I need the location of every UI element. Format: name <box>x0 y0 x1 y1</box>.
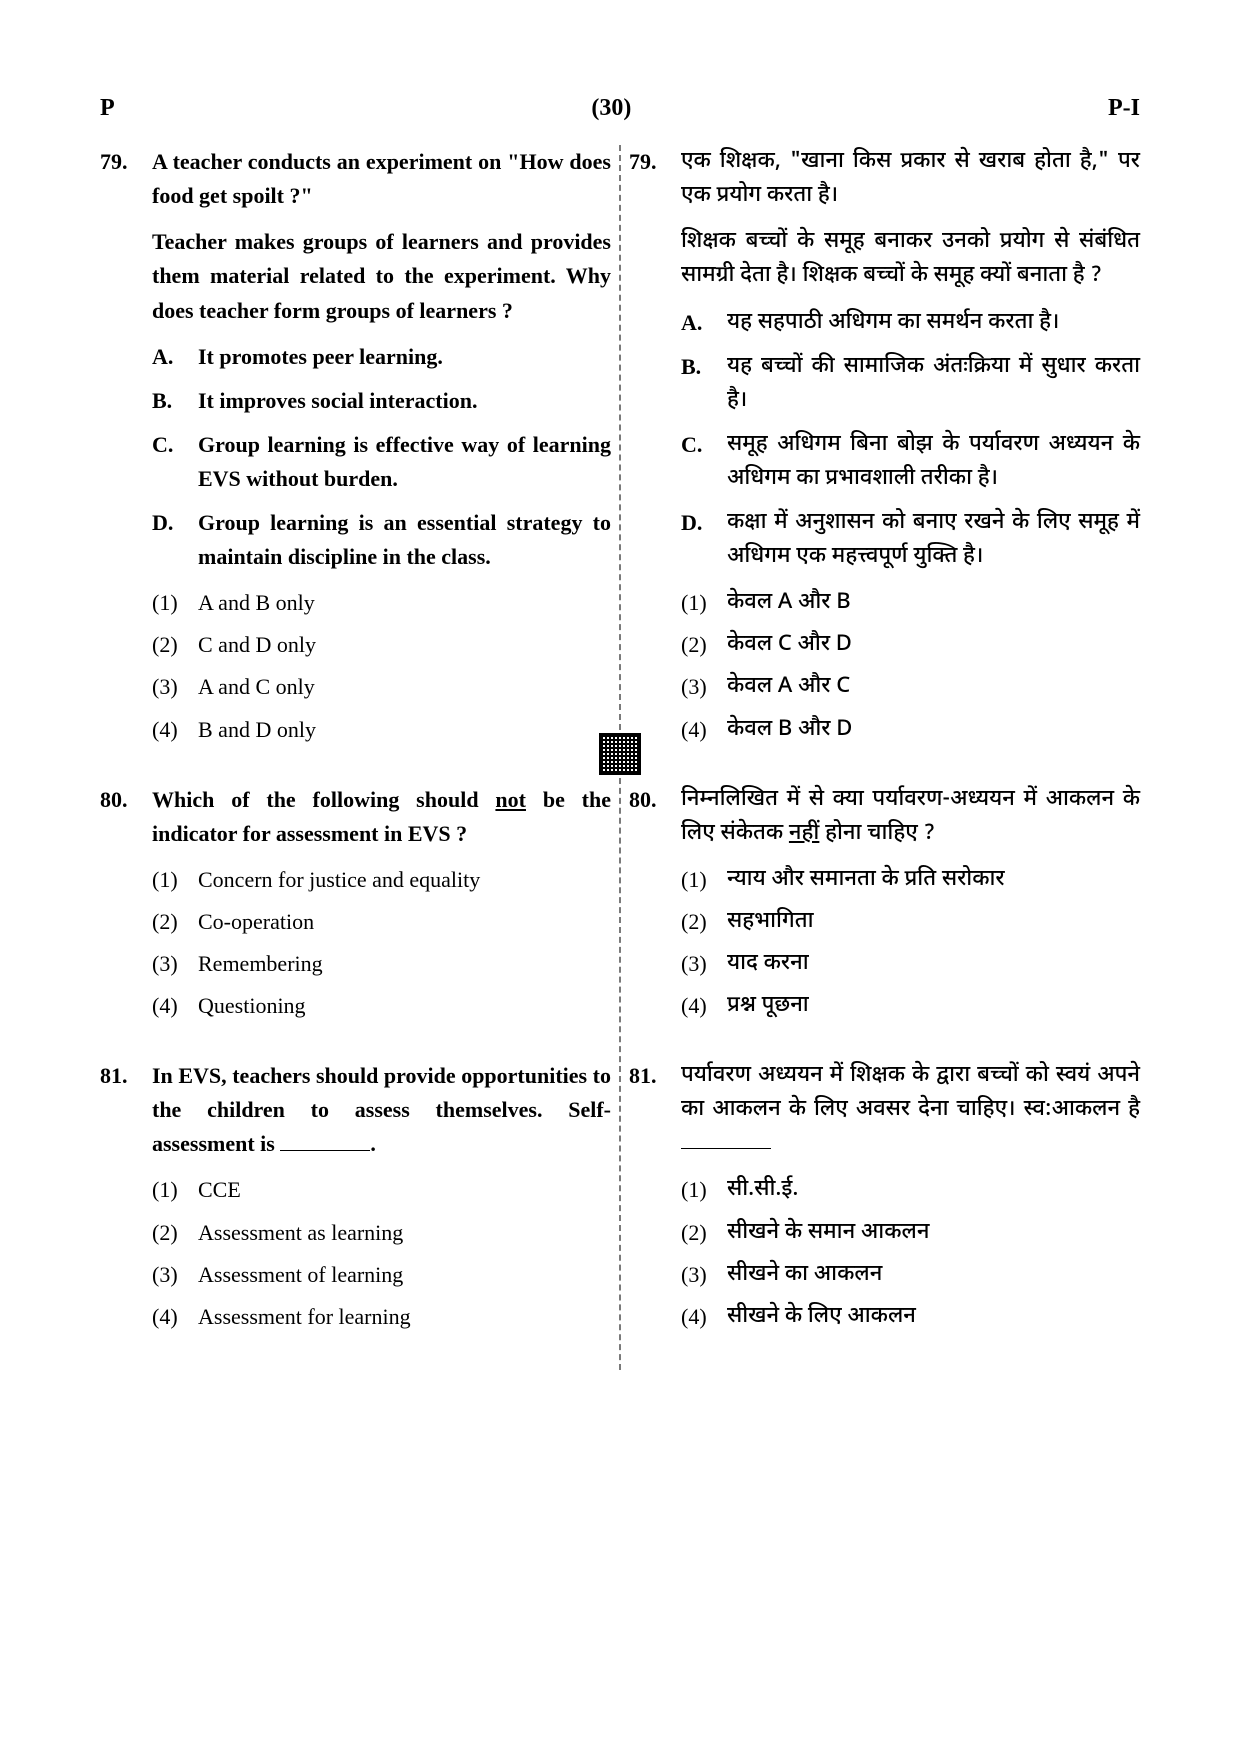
option: (3)याद करना <box>681 947 1140 981</box>
option: (4)केवल B और D <box>681 713 1140 747</box>
question-text: Which of the following should not be the… <box>152 783 611 851</box>
option: (3)केवल A और C <box>681 670 1140 704</box>
question-text: एक शिक्षक, "खाना किस प्रकार से खराब होता… <box>681 145 1140 213</box>
question-81-hi: 81. पर्यावरण अध्ययन में शिक्षक के द्वारा… <box>629 1059 1140 1342</box>
statement: B.यह बच्चों की सामाजिक अंतःक्रिया में सु… <box>681 350 1140 418</box>
question-text: निम्नलिखित में से क्या पर्यावरण-अध्ययन म… <box>681 783 1140 851</box>
left-column: 79. A teacher conducts an experiment on … <box>100 145 611 1370</box>
option: (1)CCE <box>152 1173 611 1207</box>
header-center: (30) <box>591 90 631 127</box>
qr-code-icon <box>599 733 641 775</box>
header-right: P-I <box>1108 90 1140 127</box>
option: (3)सीखने का आकलन <box>681 1258 1140 1292</box>
question-number: 79. <box>100 145 152 754</box>
option: (4)Questioning <box>152 989 611 1023</box>
option: (4)प्रश्न पूछना <box>681 989 1140 1023</box>
option: (4)B and D only <box>152 713 611 747</box>
option: (1)A and B only <box>152 586 611 620</box>
question-text: पर्यावरण अध्ययन में शिक्षक के द्वारा बच्… <box>681 1059 1140 1161</box>
page-header: P (30) P-I <box>100 90 1140 127</box>
question-80-hi: 80. निम्नलिखित में से क्या पर्यावरण-अध्य… <box>629 783 1140 1032</box>
option: (1)केवल A और B <box>681 586 1140 620</box>
option: (4)Assessment for learning <box>152 1300 611 1334</box>
question-79-hi: 79. एक शिक्षक, "खाना किस प्रकार से खराब … <box>629 145 1140 754</box>
statement: A.यह सहपाठी अधिगम का समर्थन करता है। <box>681 306 1140 340</box>
column-divider <box>599 145 641 1370</box>
question-text: In EVS, teachers should provide opportun… <box>152 1059 611 1161</box>
question-79-en: 79. A teacher conducts an experiment on … <box>100 145 611 754</box>
header-left: P <box>100 90 115 127</box>
blank-line <box>681 1130 771 1150</box>
option: (3)Remembering <box>152 947 611 981</box>
option: (3)Assessment of learning <box>152 1258 611 1292</box>
statement: D.कक्षा में अनुशासन को बनाए रखने के लिए … <box>681 506 1140 574</box>
option: (2)सीखने के समान आकलन <box>681 1216 1140 1250</box>
statement: C.समूह अधिगम बिना बोझ के पर्यावरण अध्ययन… <box>681 428 1140 496</box>
statement: C.Group learning is effective way of lea… <box>152 428 611 496</box>
blank-line <box>280 1132 370 1152</box>
option: (4)सीखने के लिए आकलन <box>681 1300 1140 1334</box>
option: (2)केवल C और D <box>681 628 1140 662</box>
statement: D.Group learning is an essential strateg… <box>152 506 611 574</box>
question-81-en: 81. In EVS, teachers should provide oppo… <box>100 1059 611 1342</box>
question-text: A teacher conducts an experiment on "How… <box>152 145 611 213</box>
option: (2)C and D only <box>152 628 611 662</box>
question-number: 81. <box>100 1059 152 1342</box>
option: (2)Assessment as learning <box>152 1216 611 1250</box>
option: (1)सी.सी.ई. <box>681 1173 1140 1207</box>
question-text: Teacher makes groups of learners and pro… <box>152 225 611 327</box>
option: (1)न्याय और समानता के प्रति सरोकार <box>681 863 1140 897</box>
option: (2)Co-operation <box>152 905 611 939</box>
question-text: शिक्षक बच्चों के समूह बनाकर उनको प्रयोग … <box>681 225 1140 293</box>
option: (2)सहभागिता <box>681 905 1140 939</box>
statement: B.It improves social interaction. <box>152 384 611 418</box>
question-number: 80. <box>100 783 152 1032</box>
right-column: 79. एक शिक्षक, "खाना किस प्रकार से खराब … <box>629 145 1140 1370</box>
option: (1)Concern for justice and equality <box>152 863 611 897</box>
statement: A.It promotes peer learning. <box>152 340 611 374</box>
question-80-en: 80. Which of the following should not be… <box>100 783 611 1032</box>
option: (3)A and C only <box>152 670 611 704</box>
